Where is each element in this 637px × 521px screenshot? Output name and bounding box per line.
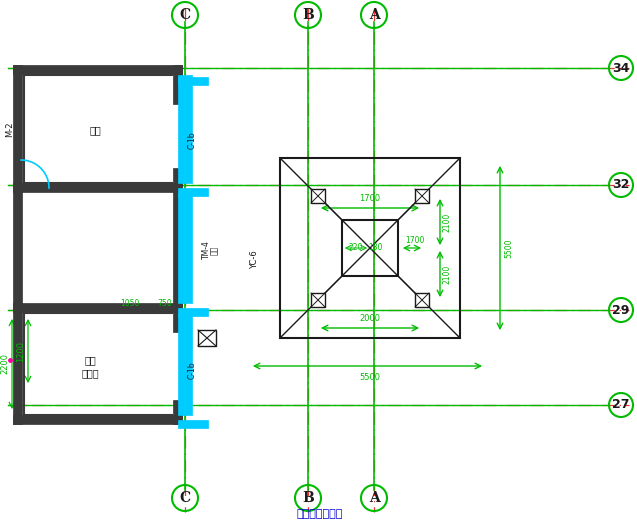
Text: 2000: 2000 [359,314,380,323]
Text: 220: 220 [349,243,363,253]
Bar [311,189,325,203]
Text: YC-6: YC-6 [250,251,259,269]
Text: 2100: 2100 [443,213,452,232]
Bar [178,420,208,428]
Text: C-1b: C-1b [188,131,197,149]
Text: 5500: 5500 [504,238,513,258]
Text: 客厅: 客厅 [84,355,96,365]
Bar [178,193,192,303]
Bar [415,189,429,203]
Text: 29: 29 [612,304,630,316]
Bar [342,220,398,276]
Text: A: A [369,491,380,505]
Text: 1050: 1050 [120,299,140,307]
Text: C: C [180,491,190,505]
Text: 厨房: 厨房 [89,125,101,135]
Text: 塔吊平面布置图: 塔吊平面布置图 [297,509,343,519]
Bar [415,293,429,307]
Bar [280,158,460,338]
Text: C-1b: C-1b [188,361,197,379]
Text: 750: 750 [158,299,173,307]
Text: 2200: 2200 [1,354,10,375]
Text: 阳台: 阳台 [210,245,219,255]
Text: 27: 27 [612,399,630,412]
Text: C: C [180,8,190,22]
Text: 1700: 1700 [359,194,380,203]
Bar [311,293,325,307]
Text: B: B [302,8,314,22]
Bar [178,188,208,196]
Text: 32: 32 [612,179,630,192]
Text: A: A [369,8,380,22]
Text: 5500: 5500 [359,373,380,382]
Text: B: B [302,491,314,505]
Bar [198,330,216,346]
Bar [178,313,192,415]
Text: 主卧室: 主卧室 [81,368,99,378]
Text: TM-4: TM-4 [202,241,211,259]
Text: 34: 34 [612,61,630,75]
Bar [178,75,192,183]
Text: 2100: 2100 [443,264,452,283]
Text: 1200: 1200 [17,341,25,362]
Text: M-2: M-2 [5,121,14,137]
Bar [178,77,208,85]
Text: 1700: 1700 [405,236,425,245]
Bar [178,308,208,316]
Text: 180: 180 [368,243,382,253]
